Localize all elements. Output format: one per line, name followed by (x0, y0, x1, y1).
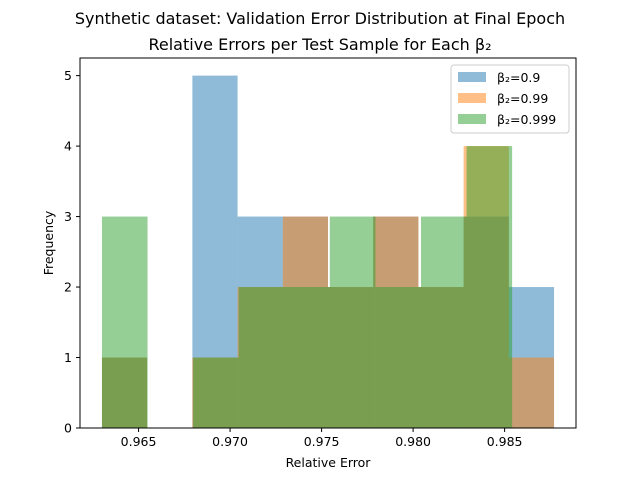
x-tick-label: 0.985 (487, 434, 523, 449)
legend-label: β₂=0.999 (497, 112, 556, 127)
x-axis-ticks: 0.965 0.970 0.975 0.980 0.985 (121, 428, 523, 449)
bars-layer (101, 75, 555, 428)
histogram-bar (238, 287, 285, 428)
y-tick-label: 5 (64, 68, 72, 83)
x-tick-label: 0.965 (121, 434, 157, 449)
y-tick-label: 4 (64, 139, 72, 154)
legend-label: β₂=0.9 (497, 70, 540, 85)
legend-swatch (458, 72, 486, 82)
histogram-bar (284, 287, 330, 428)
y-tick-label: 1 (64, 350, 72, 365)
x-tick-label: 0.975 (304, 434, 340, 449)
histogram-bar (508, 357, 555, 428)
series-2-bars (101, 146, 513, 428)
chart-title: Synthetic dataset: Validation Error Dist… (75, 9, 565, 28)
x-tick-label: 0.980 (395, 434, 431, 449)
legend-swatch (458, 93, 486, 103)
legend-swatch (458, 114, 486, 124)
legend-label: β₂=0.99 (497, 91, 548, 106)
histogram-bar (375, 287, 421, 428)
x-tick-label: 0.970 (212, 434, 248, 449)
plot-area-frame (79, 57, 577, 429)
legend: β₂=0.9 β₂=0.99 β₂=0.999 (450, 64, 570, 134)
histogram-bar (420, 216, 467, 428)
chart-subtitle: Relative Errors per Test Sample for Each… (148, 35, 491, 54)
x-axis-label: Relative Error (286, 455, 372, 470)
histogram-bar (329, 216, 376, 428)
histogram-bar (101, 216, 148, 428)
y-axis-ticks: 0 1 2 3 4 5 (64, 68, 80, 436)
histogram-bar (466, 146, 513, 428)
histogram-bar (193, 357, 239, 428)
y-tick-label: 0 (64, 421, 72, 436)
y-tick-label: 3 (64, 209, 72, 224)
y-tick-label: 2 (64, 280, 72, 295)
y-axis-label: Frequency (41, 210, 56, 275)
